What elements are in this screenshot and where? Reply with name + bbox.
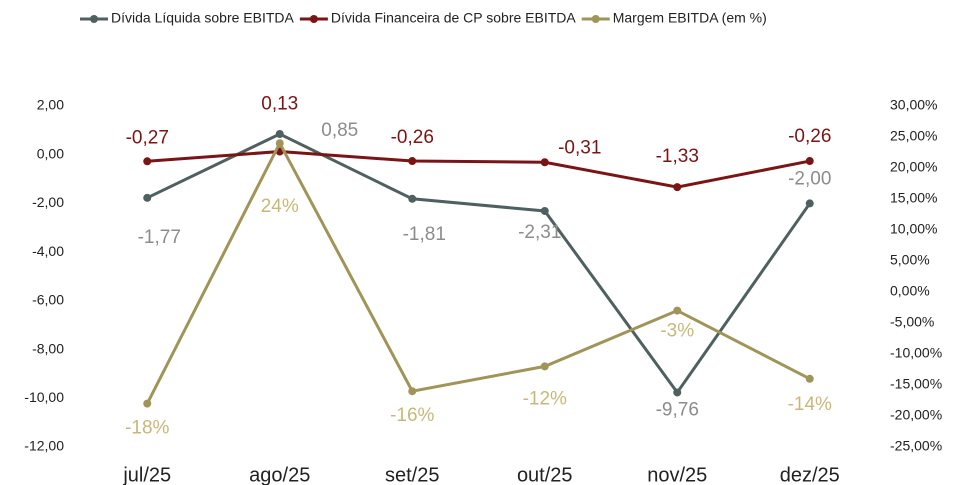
y-tick-label: -6,00	[32, 292, 64, 308]
x-tick-label: jul/25	[122, 464, 171, 485]
data-label: 0,85	[321, 120, 358, 141]
series-line	[147, 150, 811, 189]
y2-tick-label: -15,00%	[890, 376, 942, 392]
data-label: -2,00	[788, 168, 831, 189]
x-tick-label: dez/25	[780, 464, 840, 485]
y-tick-label: -10,00	[24, 389, 64, 405]
point	[805, 199, 814, 208]
data-label: -0,27	[126, 127, 169, 148]
point	[143, 193, 152, 202]
y2-tick-label: -5,00%	[890, 314, 934, 330]
data-label: -1,77	[138, 227, 181, 248]
point	[143, 399, 152, 408]
point	[408, 387, 417, 396]
point	[143, 157, 152, 166]
data-label: -1,81	[403, 224, 446, 245]
x-tick-label: ago/25	[249, 464, 310, 485]
point	[275, 130, 284, 139]
data-label: -0,31	[558, 137, 601, 158]
point	[805, 157, 814, 166]
data-label: -0,26	[788, 126, 831, 147]
y-tick-label: -8,00	[32, 340, 64, 356]
data-label: -12%	[523, 388, 567, 409]
y2-tick-label: 10,00%	[890, 221, 937, 237]
point	[540, 362, 549, 371]
data-label: 0,13	[261, 94, 298, 115]
y2-tick-label: 15,00%	[890, 190, 937, 206]
point	[408, 194, 417, 203]
point	[673, 306, 682, 315]
data-label: -14%	[788, 394, 832, 415]
legend-label: Dívida Líquida sobre EBITDA	[111, 10, 295, 26]
legend-label: Margem EBITDA (em %)	[613, 10, 767, 26]
data-label: -2,31	[518, 222, 561, 243]
point	[408, 157, 417, 166]
y-tick-label: -4,00	[32, 243, 64, 259]
y2-tick-label: 20,00%	[890, 159, 937, 175]
point	[805, 374, 814, 383]
x-tick-label: nov/25	[647, 464, 707, 485]
data-label: -1,33	[656, 146, 699, 167]
data-label: -0,26	[391, 127, 434, 148]
y2-tick-label: 25,00%	[890, 128, 937, 144]
data-label: -16%	[390, 405, 434, 426]
x-tick-label: set/25	[385, 464, 439, 485]
series-line	[145, 139, 811, 405]
legend-marker	[309, 15, 318, 23]
data-label: 24%	[261, 196, 299, 217]
y-tick-label: -2,00	[32, 194, 64, 210]
y2-tick-label: 5,00%	[890, 252, 930, 268]
series-line	[146, 132, 811, 396]
y2-tick-label: -20,00%	[890, 407, 942, 423]
y-tick-label: -12,00	[24, 438, 64, 454]
x-tick-label: out/25	[517, 464, 573, 485]
legend-marker	[90, 15, 98, 23]
point	[673, 388, 682, 397]
y2-tick-label: 30,00%	[890, 97, 937, 113]
point	[275, 139, 284, 148]
y-tick-label: 2,00	[37, 97, 64, 113]
point	[540, 206, 549, 215]
data-label: -3%	[660, 321, 694, 342]
legend-label: Dívida Financeira de CP sobre EBITDA	[331, 10, 577, 26]
legend-marker	[591, 15, 600, 23]
y2-tick-label: 0,00%	[890, 283, 930, 299]
point	[673, 183, 682, 192]
data-label: -9,76	[656, 399, 699, 420]
y2-tick-label: -25,00%	[890, 438, 942, 454]
point	[540, 158, 549, 167]
y-tick-label: 0,00	[37, 145, 64, 161]
y2-tick-label: -10,00%	[890, 345, 942, 361]
data-label: -18%	[125, 418, 169, 439]
